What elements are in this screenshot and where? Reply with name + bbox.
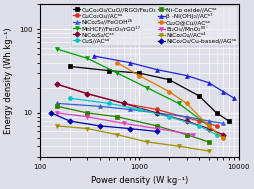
Cu₂O@Cu//ACᵃᵃ <box>222 137 225 139</box>
CuCo₂O₄/CuO//RGO/Fe₂O₃ <box>68 65 71 67</box>
NiCo₂S₄/Cᵃᵃ <box>155 112 158 114</box>
CuCo₂O₄//ACᵃᵃ <box>86 93 89 95</box>
Line: MnHCF//Fe₂O₃/rGO¹⁷: MnHCF//Fe₂O₃/rGO¹⁷ <box>55 47 225 140</box>
Bi₂O₃//MnO₂³⁰ <box>122 122 125 125</box>
CuCo₂O₄//ACᵃᵃ <box>198 120 201 122</box>
Ni-Co oxide//ACᵃᵃ <box>207 141 210 143</box>
NiCo₂O₄//ACᵃ⁴ <box>177 145 180 147</box>
Line: Bi₂O₃//MnO₂³⁰: Bi₂O₃//MnO₂³⁰ <box>55 111 195 137</box>
Line: NiCo₂O₄/Cu-based//AGᵃᵃ: NiCo₂O₄/Cu-based//AGᵃᵃ <box>49 111 159 133</box>
Ni-Co oxide//ACᵃᵃ <box>116 116 119 118</box>
CuCo₂O₄/CuO//RGO/Fe₂O₃ <box>168 78 171 81</box>
NiCo₂O₄/Cu-based//AGᵃᵃ <box>98 125 101 127</box>
Bi₂O₃//MnO₂³⁰ <box>155 127 158 130</box>
NiCo₂S₄/Cᵃᵃ <box>185 120 188 122</box>
β -Ni(OH)₂//ACᵃ⁷ <box>232 97 235 99</box>
Cu₂O@Cu//ACᵃᵃ <box>185 102 188 105</box>
NiCo₂S₄/Cᵃᵃ <box>207 127 210 130</box>
Y-axis label: Energy density (Wh kg⁻¹): Energy density (Wh kg⁻¹) <box>4 27 13 134</box>
β -Ni(OH)₂//ACᵃ⁷ <box>222 91 225 93</box>
Line: NiCo₂O₄//ACᵃ⁴: NiCo₂O₄//ACᵃ⁴ <box>55 124 211 153</box>
Legend: CuCo₂O₄/CuO//RGO/Fe₂O₃, CuCo₂O₄//ACᵃᵃ, NiCo₂S₄//FeOOH²⁶, MnHCF//Fe₂O₃/rGO¹⁷, NiC: CuCo₂O₄/CuO//RGO/Fe₂O₃, CuCo₂O₄//ACᵃᵃ, N… <box>71 5 238 46</box>
NiCo₂S₄//FeOOH²⁶ <box>128 108 131 111</box>
CuS//ACᵃᵃ <box>108 102 111 105</box>
β -Ni(OH)₂//ACᵃ⁷ <box>207 82 210 84</box>
NiCo₂S₄/Cᵃᵃ <box>122 102 125 105</box>
MnHCF//Fe₂O₃/rGO¹⁷ <box>222 137 225 139</box>
NiCo₂O₄//ACᵃ⁴ <box>86 127 89 130</box>
CuCo₂O₄//ACᵃᵃ <box>215 125 218 127</box>
Line: CuS//ACᵃᵃ: CuS//ACᵃᵃ <box>68 96 218 137</box>
MnHCF//Fe₂O₃/rGO¹⁷ <box>177 102 180 105</box>
NiCo₂S₄/Cᵃᵃ <box>56 83 59 85</box>
NiCo₂O₄/Cu-based//AGᵃᵃ <box>128 127 131 130</box>
Line: Cu₂O@Cu//ACᵃᵃ: Cu₂O@Cu//ACᵃᵃ <box>115 61 225 140</box>
Line: CuCo₂O₄/CuO//RGO/Fe₂O₃: CuCo₂O₄/CuO//RGO/Fe₂O₃ <box>68 64 231 123</box>
CuCo₂O₄//ACᵃᵃ <box>122 102 125 105</box>
CuCo₂O₄/CuO//RGO/Fe₂O₃ <box>215 112 218 114</box>
CuCo₂O₄//ACᵃᵃ <box>155 108 158 111</box>
CuS//ACᵃᵃ <box>215 133 218 136</box>
CuCo₂O₄//ACᵃᵃ <box>56 83 59 85</box>
Cu₂O@Cu//ACᵃᵃ <box>138 74 141 77</box>
MnHCF//Fe₂O₃/rGO¹⁷ <box>116 72 119 74</box>
NiCo₂S₄//FeOOH²⁶ <box>98 105 101 107</box>
NiCo₂O₄/Cu-based//AGᵃᵃ <box>50 112 53 114</box>
NiCo₂O₄//ACᵃ⁴ <box>116 133 119 136</box>
β -Ni(OH)₂//ACᵃ⁷ <box>185 74 188 77</box>
NiCo₂O₄/Cu-based//AGᵃᵃ <box>68 120 71 122</box>
Bi₂O₃//MnO₂³⁰ <box>192 133 195 136</box>
Cu₂O@Cu//ACᵃᵃ <box>116 61 119 64</box>
Line: NiCo₂S₄//FeOOH²⁶: NiCo₂S₄//FeOOH²⁶ <box>55 101 225 125</box>
CuS//ACᵃᵃ <box>68 97 71 99</box>
β -Ni(OH)₂//ACᵃ⁷ <box>155 68 158 71</box>
Ni-Co oxide//ACᵃᵃ <box>86 112 89 114</box>
MnHCF//Fe₂O₃/rGO¹⁷ <box>56 48 59 50</box>
NiCo₂S₄/Cᵃᵃ <box>222 133 225 136</box>
NiCo₂S₄//FeOOH²⁶ <box>222 122 225 125</box>
Ni-Co oxide//ACᵃᵃ <box>185 133 188 136</box>
NiCo₂O₄//ACᵃ⁴ <box>56 125 59 127</box>
Line: β -Ni(OH)₂//ACᵃ⁷: β -Ni(OH)₂//ACᵃ⁷ <box>92 54 236 100</box>
CuCo₂O₄/CuO//RGO/Fe₂O₃ <box>198 95 201 97</box>
Ni-Co oxide//ACᵃᵃ <box>155 125 158 127</box>
NiCo₂S₄/Cᵃᵃ <box>86 93 89 95</box>
MnHCF//Fe₂O₃/rGO¹⁷ <box>207 125 210 127</box>
Line: Ni-Co oxide//ACᵃᵃ: Ni-Co oxide//ACᵃᵃ <box>55 104 211 144</box>
NiCo₂S₄//FeOOH²⁶ <box>56 102 59 105</box>
NiCo₂O₄//ACᵃ⁴ <box>146 141 149 143</box>
β -Ni(OH)₂//ACᵃ⁷ <box>128 61 131 64</box>
Cu₂O@Cu//ACᵃᵃ <box>168 91 171 93</box>
Line: CuCo₂O₄//ACᵃᵃ: CuCo₂O₄//ACᵃᵃ <box>55 82 218 128</box>
β -Ni(OH)₂//ACᵃ⁷ <box>92 55 96 57</box>
MnHCF//Fe₂O₃/rGO¹⁷ <box>86 57 89 60</box>
NiCo₂S₄//FeOOH²⁶ <box>207 120 210 122</box>
NiCo₂S₄//FeOOH²⁶ <box>155 112 158 114</box>
Bi₂O₃//MnO₂³⁰ <box>56 112 59 114</box>
Cu₂O@Cu//ACᵃᵃ <box>207 125 210 127</box>
CuS//ACᵃᵃ <box>168 116 171 118</box>
NiCo₂S₄//FeOOH²⁶ <box>185 116 188 118</box>
Line: NiCo₂S₄/Cᵃᵃ: NiCo₂S₄/Cᵃᵃ <box>55 82 225 137</box>
X-axis label: Power density (W kg⁻¹): Power density (W kg⁻¹) <box>91 176 188 185</box>
CuCo₂O₄/CuO//RGO/Fe₂O₃ <box>108 70 111 72</box>
NiCo₂O₄/Cu-based//AGᵃᵃ <box>155 130 158 133</box>
NiCo₂O₄//ACᵃ⁴ <box>207 150 210 152</box>
CuCo₂O₄/CuO//RGO/Fe₂O₃ <box>227 120 230 122</box>
CuCo₂O₄/CuO//RGO/Fe₂O₃ <box>138 72 141 74</box>
CuS//ACᵃᵃ <box>138 108 141 111</box>
MnHCF//Fe₂O₃/rGO¹⁷ <box>146 87 149 89</box>
Ni-Co oxide//ACᵃᵃ <box>56 105 59 107</box>
Bi₂O₃//MnO₂³⁰ <box>86 116 89 118</box>
CuS//ACᵃᵃ <box>198 125 201 127</box>
